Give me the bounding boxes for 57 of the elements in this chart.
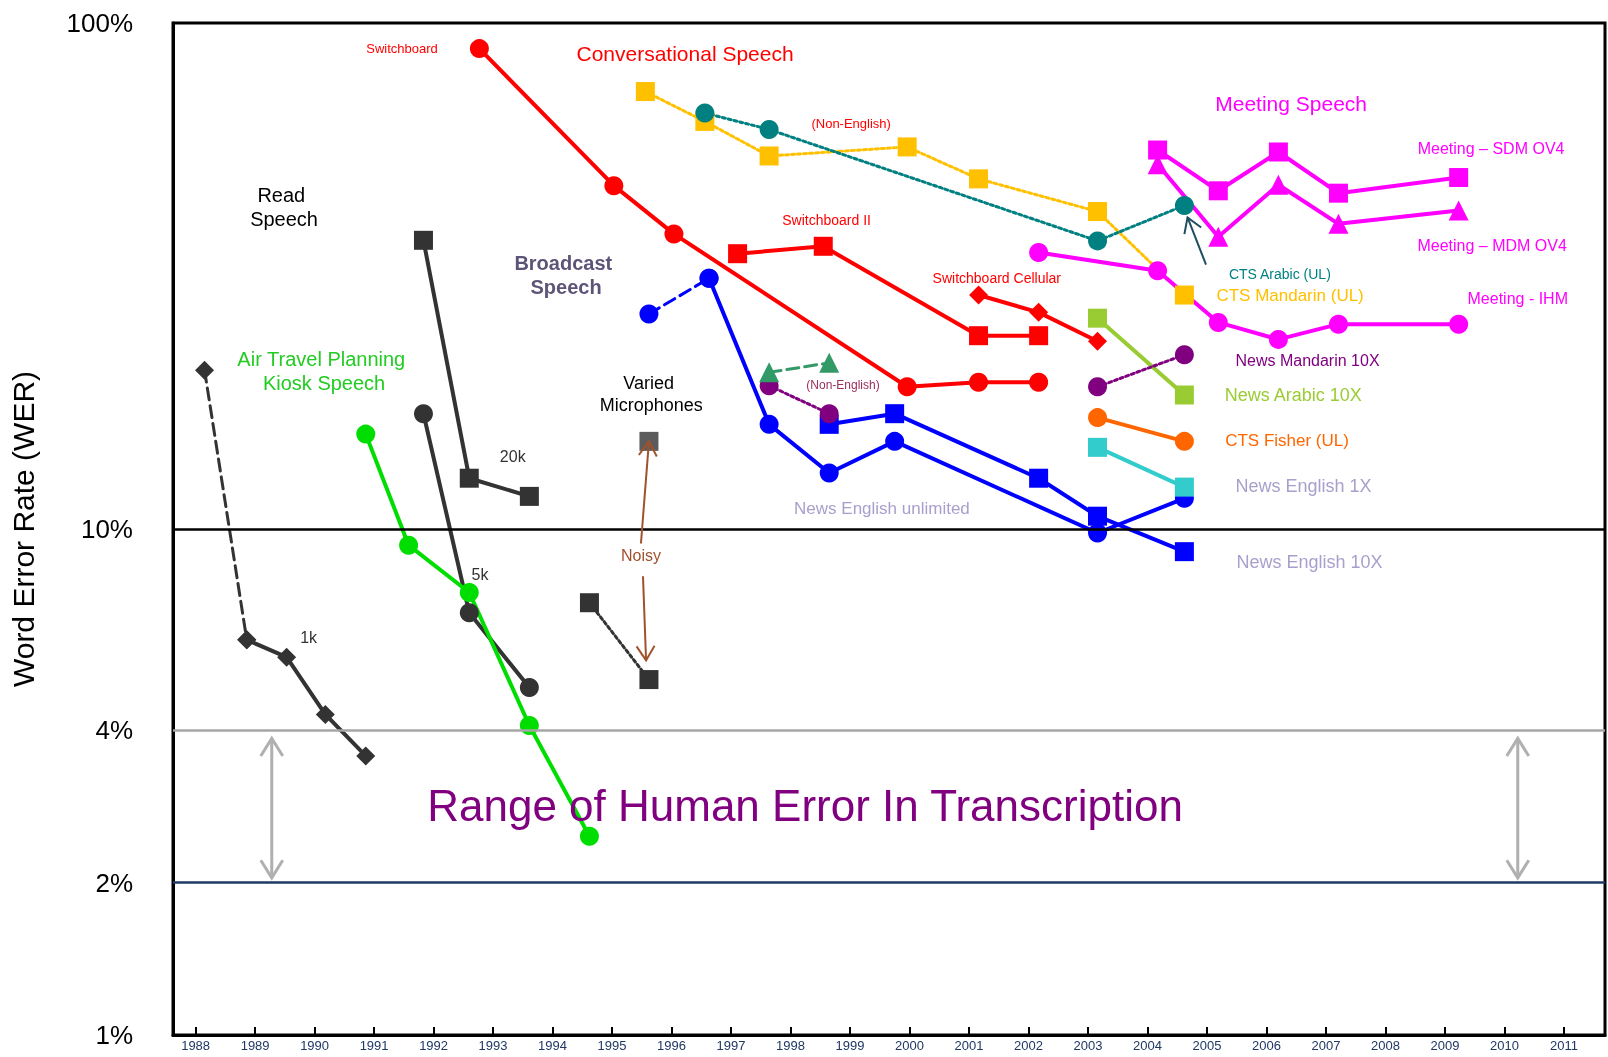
x-tick-label: 2007 <box>1311 1038 1341 1053</box>
series-label: Meeting – MDM OV4 <box>1417 236 1567 254</box>
x-tick-label: 2008 <box>1371 1038 1400 1053</box>
annotation: (Non-English) <box>806 377 880 392</box>
y-tick-label: 100% <box>66 8 133 38</box>
x-tick-label: 1995 <box>597 1038 627 1053</box>
text: News English 10X <box>1236 551 1383 572</box>
y-axis-title: Word Error Rate (WER) <box>6 370 40 688</box>
x-tick-label: 2003 <box>1073 1038 1103 1053</box>
x-tick-label: 2006 <box>1252 1038 1281 1053</box>
x-tick-label: 2000 <box>895 1038 924 1053</box>
series-label: Switchboard II <box>782 212 871 229</box>
x-tick-label: 1994 <box>538 1038 568 1053</box>
series-label: CTS Fisher (UL) <box>1225 431 1349 451</box>
annotation: Air Travel Planning Kiosk Speech <box>237 348 411 395</box>
annotation: Conversational Speech <box>576 41 794 65</box>
series-label: 5k <box>471 565 490 583</box>
x-tick-label: 1989 <box>240 1038 270 1053</box>
x-tick-label: 1997 <box>716 1038 746 1053</box>
series-label: 20k <box>499 447 527 465</box>
x-tick-label: 2002 <box>1014 1038 1043 1053</box>
annotation: Read Speech <box>250 184 318 231</box>
series-label: Switchboard Cellular <box>932 269 1062 286</box>
series-label: News English unlimited <box>794 499 970 519</box>
annotation: Meeting Speech <box>1215 92 1368 116</box>
x-tick-label: 2010 <box>1490 1038 1519 1053</box>
series-label: Meeting - IHM <box>1467 289 1568 307</box>
x-tick-label: 2011 <box>1549 1038 1578 1053</box>
annotation: (Non-English) <box>811 115 891 131</box>
text: Switchboard <box>366 40 438 56</box>
y-tick-label: 10% <box>80 514 133 544</box>
x-tick-label: 2009 <box>1430 1038 1460 1053</box>
text: CTS Arabic (UL) <box>1228 265 1331 282</box>
y-tick-label: 4% <box>95 715 133 746</box>
x-tick-label: 2001 <box>954 1038 984 1053</box>
series-label: 1k <box>300 629 319 647</box>
x-tick-label: 1988 <box>181 1038 211 1053</box>
x-tick-label: 1992 <box>419 1038 449 1053</box>
x-tick-label: 1991 <box>359 1038 389 1053</box>
series-label: Meeting – SDM OV4 <box>1417 140 1565 158</box>
x-tick-label: 1998 <box>776 1038 805 1053</box>
series-label: News Arabic 10X <box>1224 384 1362 405</box>
y-tick-label: 2% <box>95 867 133 898</box>
x-tick-label: 2005 <box>1192 1038 1222 1053</box>
x-tick-label: 1990 <box>300 1038 330 1053</box>
x-tick-label: 1996 <box>657 1038 687 1053</box>
text: News English 1X <box>1235 476 1372 497</box>
annotation: Varied Microphones <box>599 373 703 415</box>
annotation: Range of Human Error In Transcription <box>427 780 1183 830</box>
x-tick-label: 1999 <box>835 1038 865 1053</box>
series-label: CTS Mandarin (UL) <box>1216 285 1364 305</box>
x-tick-label: 1993 <box>478 1038 508 1053</box>
x-tick-label: 2004 <box>1133 1038 1162 1053</box>
annotation: Broadcast Speech <box>514 251 618 298</box>
text: News Mandarin 10X <box>1235 352 1380 370</box>
y-tick-label: 1% <box>95 1020 133 1050</box>
annotation: Noisy <box>620 547 661 565</box>
